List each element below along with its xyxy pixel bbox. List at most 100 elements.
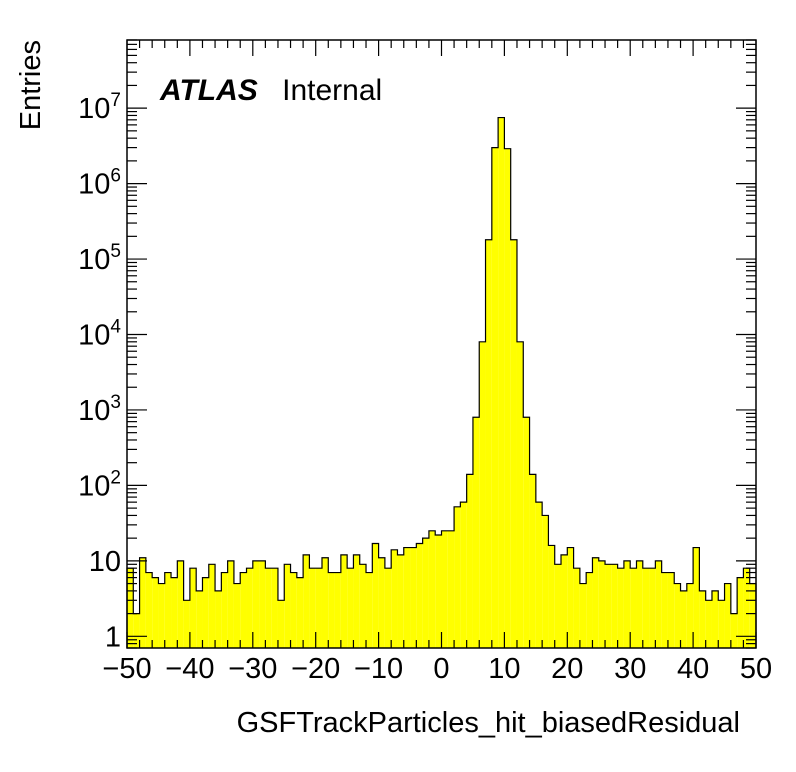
atlas-label-bold: ATLAS — [159, 74, 258, 107]
histogram-bar — [309, 568, 316, 648]
histogram-bar — [290, 572, 297, 648]
x-tick-label: −30 — [228, 653, 277, 685]
x-tick-label: 10 — [488, 653, 520, 685]
x-tick-label: −40 — [165, 653, 214, 685]
histogram-bar — [303, 554, 310, 648]
histogram-bar — [737, 577, 744, 648]
histogram-bar — [441, 530, 448, 648]
histogram-bar — [277, 600, 285, 648]
x-axis-label: GSFTrackParticles_hit_biasedResidual — [237, 707, 740, 739]
y-tick-label: 107 — [78, 90, 121, 125]
histogram-bar — [523, 417, 530, 648]
histogram-bar — [208, 564, 216, 648]
atlas-label: ATLAS Internal — [159, 74, 382, 107]
histogram-bar — [567, 547, 574, 648]
histogram-bar — [196, 590, 203, 648]
histogram-bar — [240, 572, 247, 648]
y-tick-label: 106 — [78, 166, 121, 201]
histogram-bar — [158, 583, 165, 648]
histogram-bar — [252, 560, 260, 648]
y-tick-label: 105 — [78, 241, 121, 276]
histogram-bar — [397, 554, 404, 648]
histogram-bar — [661, 572, 668, 648]
histogram-bar — [177, 560, 184, 648]
histogram-bar — [510, 239, 517, 648]
histogram-bar — [504, 148, 511, 648]
histogram-bar — [334, 572, 341, 648]
histogram-bar — [321, 557, 329, 648]
histogram-bar — [605, 564, 612, 648]
histogram-bar — [271, 568, 278, 648]
histogram-bar — [171, 577, 178, 648]
x-tick-label: 20 — [551, 653, 583, 685]
histogram-bar — [416, 543, 423, 648]
histogram-bar — [133, 613, 140, 648]
histogram-bar — [667, 572, 675, 648]
histogram-bar — [460, 502, 467, 648]
x-tick-label: −20 — [291, 653, 340, 685]
histogram-bar — [259, 560, 266, 648]
y-tick-label: 104 — [78, 317, 121, 352]
histogram-bars — [126, 116, 757, 649]
histogram-bar — [749, 583, 756, 648]
x-tick-label: 30 — [614, 653, 646, 685]
histogram-bar — [743, 568, 750, 648]
histogram-bar — [410, 547, 417, 648]
x-tick-label: 40 — [677, 653, 709, 685]
histogram-bar — [674, 583, 681, 648]
histogram-bar — [347, 568, 354, 648]
histogram-bar — [711, 590, 719, 648]
histogram-bar — [554, 564, 562, 648]
y-tick-label: 102 — [78, 467, 121, 502]
histogram-bar — [284, 564, 291, 648]
histogram-bar — [561, 554, 568, 648]
histogram-bar — [718, 600, 725, 648]
x-tick-label: −50 — [102, 653, 151, 685]
histogram-bar — [366, 572, 373, 648]
y-axis-label: Entries — [15, 40, 47, 130]
histogram-bar — [246, 568, 253, 648]
histogram-bar — [215, 590, 222, 648]
histogram-bar — [611, 564, 618, 648]
histogram-bar — [535, 502, 543, 648]
histogram-bar — [529, 474, 536, 648]
histogram-bar — [454, 506, 461, 648]
histogram-bar — [586, 572, 593, 648]
histogram-bar — [617, 568, 624, 648]
histogram-bar — [391, 549, 398, 648]
histogram-bar — [359, 564, 367, 648]
y-axis-ticks: 1 10 102 103 104 105 106 107 — [78, 39, 756, 653]
histogram-bar — [435, 535, 442, 648]
histogram-bar — [384, 568, 392, 648]
histogram-bar — [636, 560, 643, 648]
histogram-bar — [315, 568, 322, 648]
histogram-bar — [233, 583, 241, 648]
histogram-bar — [372, 543, 379, 648]
histogram-bar — [139, 557, 146, 648]
histogram-bar — [221, 572, 228, 648]
histogram-bar — [227, 560, 234, 648]
atlas-label-internal: Internal — [282, 74, 382, 107]
histogram-bar — [548, 545, 555, 648]
x-tick-label: 50 — [740, 653, 772, 685]
histogram-bar — [724, 583, 731, 648]
histogram-bar — [378, 557, 385, 648]
histogram-bar — [466, 474, 473, 648]
x-axis-ticks: −50 −40 −30 −20 −10 0 10 20 30 40 50 — [102, 40, 772, 685]
histogram-bar — [164, 572, 172, 648]
histogram-bar — [296, 577, 304, 648]
histogram-bar — [152, 577, 159, 648]
histogram-bar — [516, 341, 524, 648]
histogram-bar — [579, 583, 587, 648]
histogram-bar — [183, 600, 190, 648]
histogram-bar — [202, 577, 209, 648]
histogram-outline — [126, 116, 757, 648]
x-tick-label: 0 — [433, 653, 449, 685]
x-tick-label: −10 — [354, 653, 403, 685]
histogram-bar — [642, 568, 650, 648]
histogram-bar — [623, 560, 631, 648]
histogram-bar — [598, 560, 606, 648]
histogram-bar — [353, 554, 360, 648]
histogram-bar — [699, 590, 706, 648]
